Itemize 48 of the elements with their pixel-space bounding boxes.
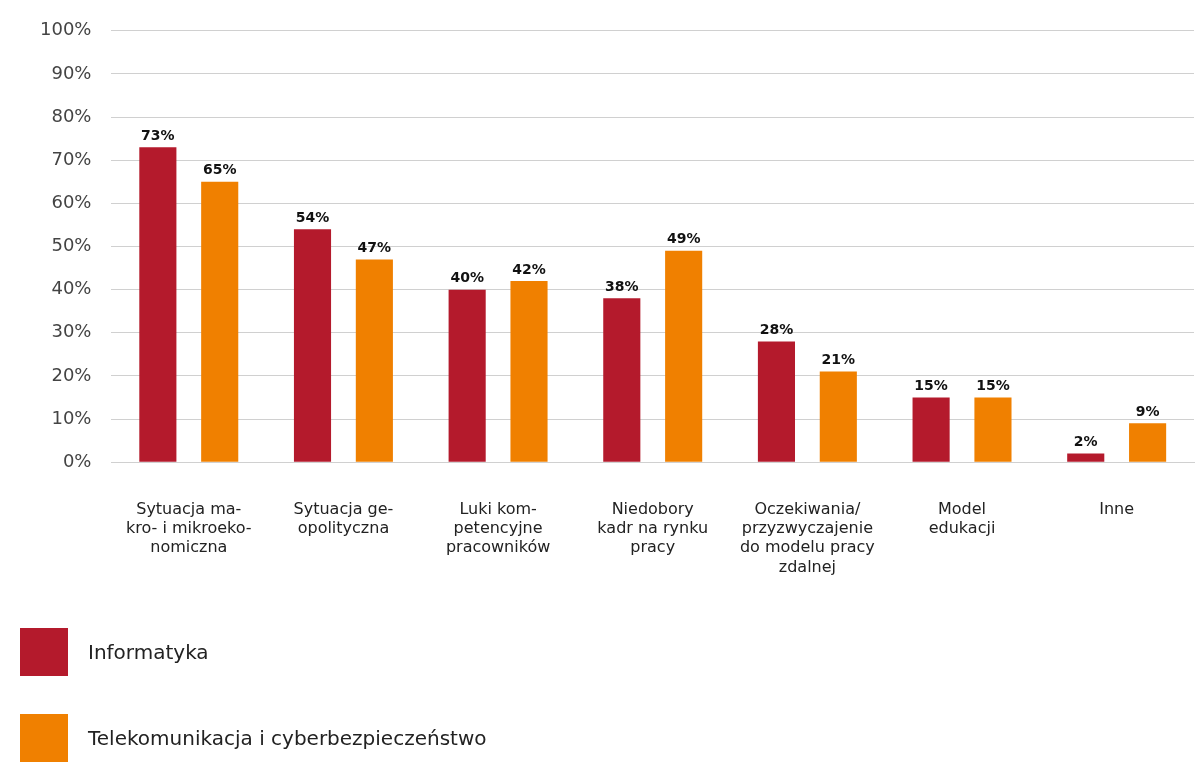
data-label: 28%: [759, 321, 794, 338]
x-tick-label: Sytuacja ge- opolityczna: [293, 498, 394, 538]
y-tick-label: 50%: [51, 234, 92, 256]
data-label: 40%: [450, 269, 484, 286]
bar: [757, 341, 796, 462]
x-tick-label: Inne: [1099, 498, 1135, 518]
data-label: 54%: [295, 208, 330, 225]
bar: [1129, 423, 1167, 462]
y-tick-label: 20%: [51, 363, 92, 385]
bar: [665, 250, 703, 462]
bar: [912, 397, 950, 462]
y-tick-label: 40%: [51, 277, 92, 299]
x-tick-label: Oczekiwania/ przyzwyczajenie do modelu pracy zdalnej: [739, 498, 875, 576]
y-tick-label: 100%: [39, 18, 92, 40]
x-tick-label: Niedobory kadr na rynku pracy: [597, 498, 709, 557]
data-label: 65%: [202, 161, 237, 178]
data-label: 15%: [914, 377, 948, 394]
data-label: 2%: [1073, 433, 1098, 450]
x-tick-label: Model edukacji: [928, 498, 996, 538]
bar: [510, 281, 548, 462]
data-label: 47%: [357, 239, 392, 256]
data-label: 15%: [976, 377, 1010, 394]
bar: [603, 298, 641, 462]
y-tick-label: 30%: [51, 320, 92, 342]
bar: [355, 259, 393, 462]
data-label: 49%: [666, 230, 701, 247]
y-tick-label: 90%: [51, 61, 92, 83]
data-label: 38%: [605, 277, 639, 294]
x-tick-label: Luki kom- petencyjne pracowników: [445, 498, 551, 557]
data-label: 42%: [512, 260, 546, 277]
bar: [293, 229, 332, 462]
bar: [974, 397, 1012, 462]
data-label: 21%: [821, 351, 856, 368]
bar: [1067, 453, 1105, 462]
x-tick-label: Sytuacja ma- kro- i mikroeko- nomiczna: [125, 498, 252, 557]
data-label: 9%: [1135, 403, 1160, 420]
legend-label: Informatyka: [88, 640, 209, 664]
legend-label: Telekomunikacja i cyberbezpieczeństwo: [88, 726, 487, 750]
bar: [448, 289, 486, 462]
y-tick-label: 0%: [62, 449, 92, 471]
bar: [819, 371, 857, 462]
y-tick-label: 80%: [51, 104, 92, 126]
data-label: 73%: [141, 126, 175, 143]
y-tick-label: 10%: [51, 406, 92, 428]
y-tick-label: 70%: [51, 147, 92, 169]
y-tick-label: 60%: [51, 191, 92, 213]
bar: [201, 181, 239, 462]
bar: [139, 147, 177, 462]
